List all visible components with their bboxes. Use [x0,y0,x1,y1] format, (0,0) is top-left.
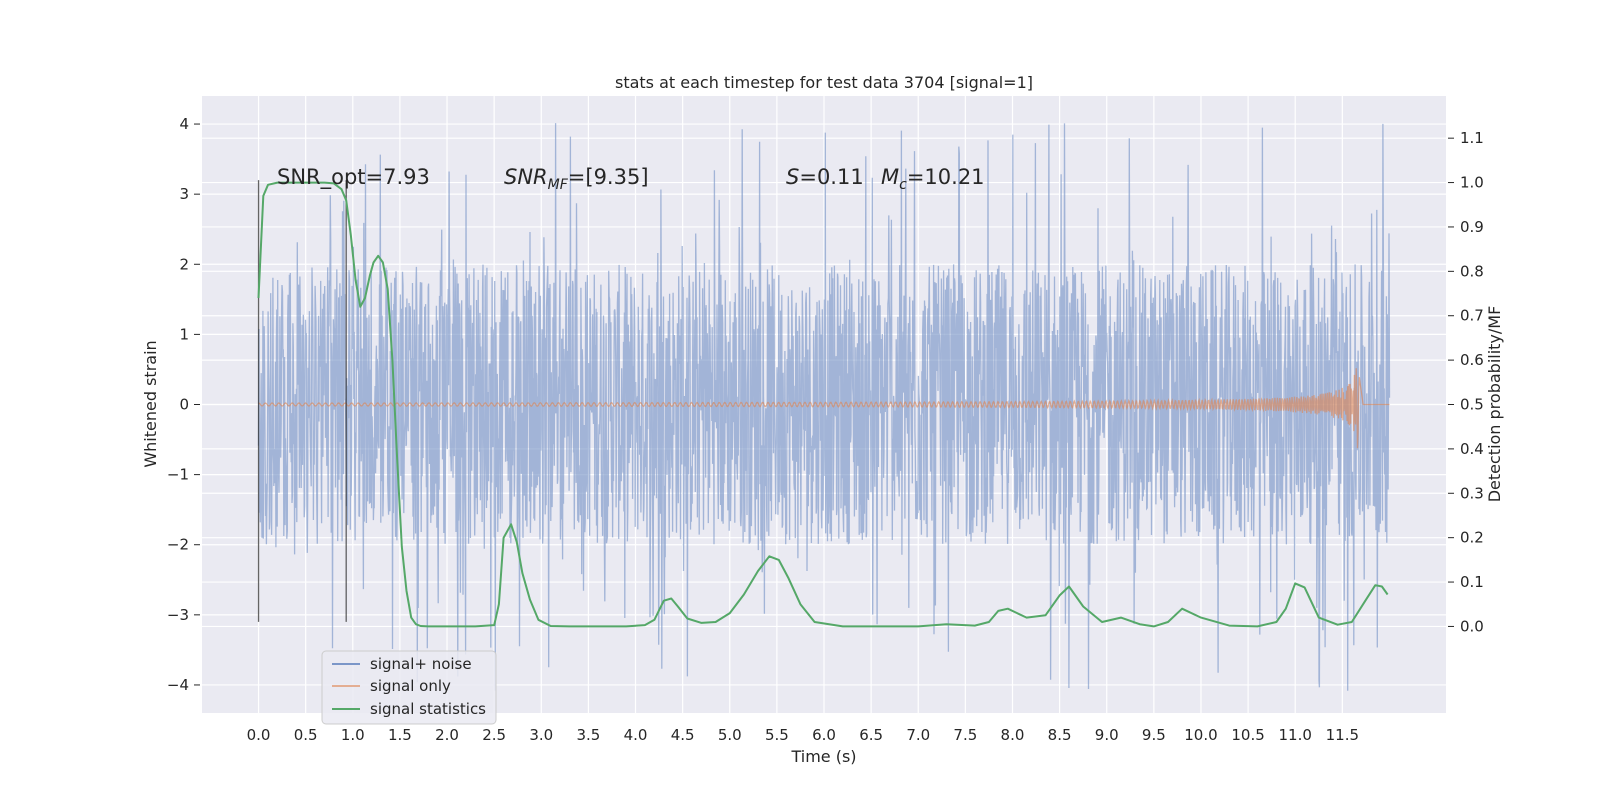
annotation-snr-mf: SNRMF=[9.35] [504,165,649,193]
y-right-tick-label: 0.0 [1460,617,1484,635]
y-right-tick-label: 0.2 [1460,529,1484,547]
y-right-tick-label: 0.9 [1460,218,1484,236]
x-tick-label: 6.5 [859,726,883,744]
x-tick-label: 11.0 [1279,726,1312,744]
y-axis-right-ticks: 1.1 1.0 0.9 0.8 0.7 0.6 0.5 0.4 0.3 0.2 0.1 0.0 [1448,129,1484,635]
x-tick-label: 5.5 [765,726,789,744]
series-signal-noise [257,123,1391,691]
x-tick-label: 1.5 [388,726,412,744]
y-left-tick-label: −3 [167,606,189,624]
y-left-tick-label: 1 [179,325,189,343]
y-right-tick-label: 0.7 [1460,307,1484,325]
y-left-tick-label: 2 [179,255,189,273]
annotation-s: S=0.11 [786,165,864,189]
x-tick-label: 4.0 [624,726,648,744]
y-left-tick-label: −1 [167,466,189,484]
annotation-snr-mf-value: =[9.35] [568,165,649,189]
series-signal-only [258,368,1390,449]
x-tick-label: 8.0 [1001,726,1025,744]
y-right-tick-label: 0.8 [1460,262,1484,280]
x-tick-label: 9.5 [1142,726,1166,744]
x-tick-label: 0.0 [247,726,271,744]
x-tick-label: 6.0 [812,726,836,744]
y-left-tick-label: 4 [179,115,189,133]
annotation-s-symbol: S [786,165,799,189]
annotation-mc-subscript: c [899,177,907,193]
x-tick-label: 7.0 [906,726,930,744]
y-left-tick-label: −2 [167,536,189,554]
y-left-tick-label: 0 [179,396,189,414]
y-right-tick-label: 1.1 [1460,129,1484,147]
legend-box [321,650,497,725]
series-signal-statistics [257,181,1389,628]
x-tick-label: 7.5 [953,726,977,744]
x-tick-label: 3.0 [529,726,553,744]
annotation-snr-mf-subscript: MF [548,177,569,193]
x-tick-label: 3.5 [576,726,600,744]
legend-label-signal: signal only [370,677,451,695]
annotation-s-value: =0.11 [799,165,863,189]
x-tick-label: 2.5 [482,726,506,744]
vline-layer [257,180,347,622]
chart-title: stats at each timestep for test data 370… [615,73,1033,92]
stat-layer [257,181,1389,628]
annotation-mc-symbol: M [881,165,899,189]
annotation-snr-opt: SNR_opt=7.93 [277,165,430,190]
x-tick-label: 0.5 [294,726,318,744]
annotation-mc-value: =10.21 [907,165,985,189]
annotation-mc: Mc=10.21 [881,165,985,193]
y-right-tick-label: 0.1 [1460,573,1484,591]
legend-label-noise: signal+ noise [370,655,472,673]
x-axis-label: Time (s) [790,747,856,766]
annotation-snr-mf-symbol: SNR [504,165,548,189]
y-axis-left-label: Whitened strain [141,340,160,467]
y-right-tick-label: 0.3 [1460,484,1484,502]
x-tick-label: 4.5 [671,726,695,744]
x-axis-ticks: 0.0 0.5 1.0 1.5 2.0 2.5 3.0 3.5 4.0 4.5 5.0 5.5 6.0 6… [247,726,1359,744]
y-axis-left-ticks: 4 3 2 1 0 −1 −2 −3 −4 [167,115,200,694]
x-tick-label: 10.0 [1184,726,1217,744]
y-right-tick-label: 1.0 [1460,174,1484,192]
x-tick-label: 1.0 [341,726,365,744]
x-tick-label: 2.0 [435,726,459,744]
legend: signal+ noise signal only signal statist… [321,650,497,725]
chirp-layer [258,368,1390,449]
noise-layer [257,123,1391,691]
y-axis-right-label: Detection probability/MF [1485,306,1504,503]
x-tick-label: 9.0 [1095,726,1119,744]
y-right-tick-label: 0.6 [1460,351,1484,369]
y-left-tick-label: −4 [167,676,189,694]
y-right-tick-label: 0.5 [1460,396,1484,414]
x-tick-label: 5.0 [718,726,742,744]
y-right-tick-label: 0.4 [1460,440,1484,458]
legend-label-stats: signal statistics [370,700,486,718]
y-left-tick-label: 3 [179,185,189,203]
x-tick-label: 8.5 [1048,726,1072,744]
x-tick-label: 11.5 [1326,726,1359,744]
x-tick-label: 10.5 [1231,726,1264,744]
